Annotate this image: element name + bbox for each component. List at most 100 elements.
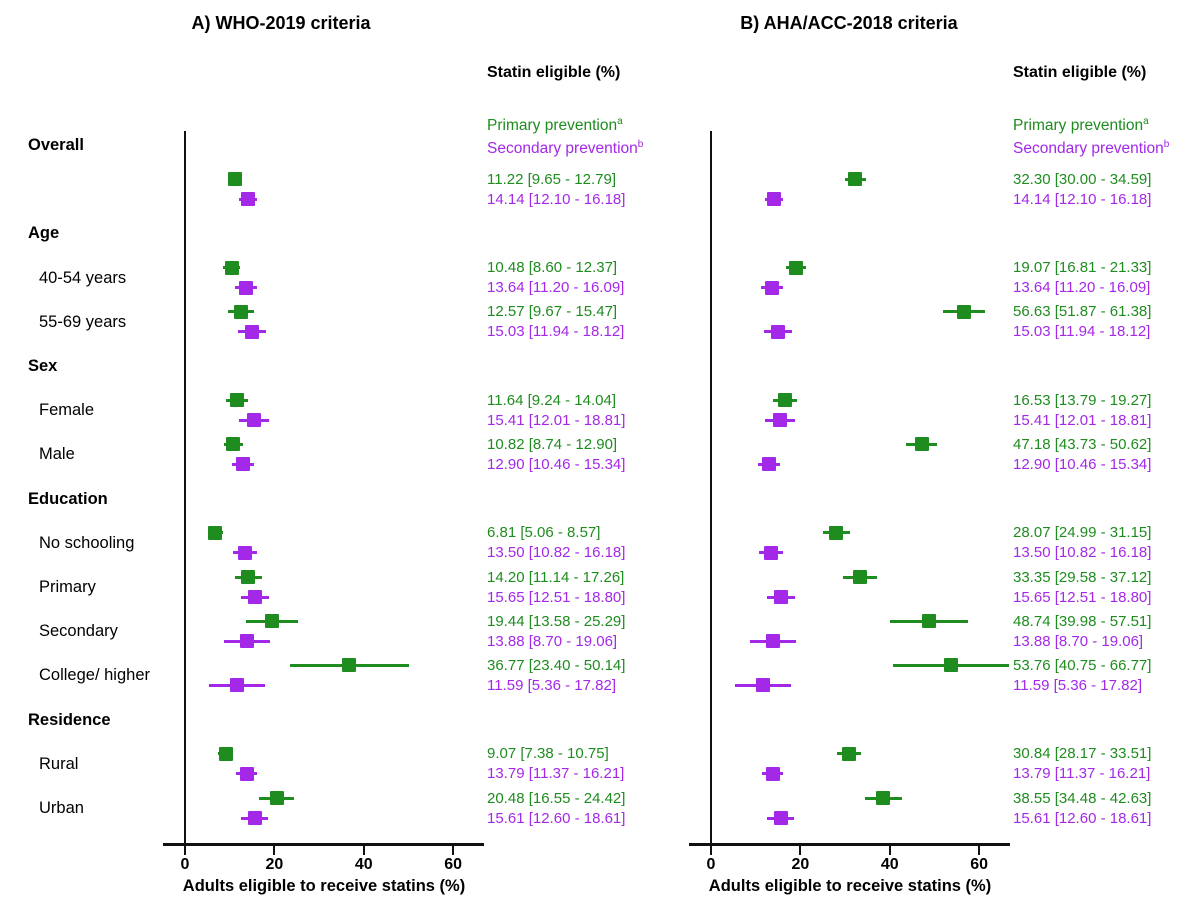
secondary-point-estimate xyxy=(229,678,244,693)
group-label: Age xyxy=(28,224,60,243)
row-label: Rural xyxy=(39,754,79,773)
legend-panel-b: Primary preventiona Secondary prevention… xyxy=(1013,112,1169,158)
primary-point-estimate xyxy=(921,614,936,629)
x-tick-label: 0 xyxy=(706,856,716,873)
statin-eligible-header-b: Statin eligible (%) xyxy=(1013,64,1147,81)
primary-point-estimate xyxy=(342,658,357,673)
primary-point-estimate xyxy=(848,172,863,187)
secondary-point-estimate xyxy=(773,811,788,825)
primary-point-estimate xyxy=(234,304,249,319)
primary-point-estimate xyxy=(829,525,844,540)
secondary-value-text: 14.14 [12.10 - 16.18] xyxy=(1013,190,1152,208)
group-label: Overall xyxy=(28,136,84,154)
primary-value-text: 19.07 [16.81 - 21.33] xyxy=(1013,259,1152,277)
legend-secondary-prevention: Secondary preventionb xyxy=(1013,139,1170,158)
primary-value-text: 19.44 [13.58 - 25.29] xyxy=(487,612,626,630)
secondary-point-estimate xyxy=(755,678,770,693)
x-tick xyxy=(710,846,712,855)
group-label: Education xyxy=(28,489,108,508)
secondary-value-text: 13.88 [8.70 - 19.06] xyxy=(487,632,618,650)
secondary-point-estimate xyxy=(773,590,788,604)
primary-value-text: 14.20 [11.14 - 17.26] xyxy=(487,568,625,586)
secondary-point-estimate xyxy=(764,545,779,560)
secondary-point-estimate xyxy=(246,413,261,428)
legend-primary-prevention: Primary preventiona xyxy=(1013,116,1149,135)
x-tick xyxy=(799,846,802,855)
secondary-value-text: 15.41 [12.01 - 18.81] xyxy=(487,411,626,429)
panel-a-title: A) WHO-2019 criteria xyxy=(191,13,371,33)
secondary-value-text: 14.14 [12.10 - 16.18] xyxy=(487,190,626,208)
secondary-point-estimate xyxy=(766,634,781,649)
primary-value-text: 32.30 [30.00 - 34.59] xyxy=(1013,170,1152,188)
row-label: College/ higher xyxy=(39,666,150,685)
secondary-value-text: 15.61 [12.60 - 18.61] xyxy=(487,809,626,827)
x-axis-line xyxy=(163,843,484,846)
secondary-value-text: 13.64 [11.20 - 16.09] xyxy=(487,279,625,297)
primary-point-estimate xyxy=(208,525,223,540)
primary-value-text: 11.22 [9.65 - 12.79] xyxy=(487,170,616,188)
secondary-point-estimate xyxy=(235,457,250,472)
primary-value-text: 9.07 [7.38 - 10.75] xyxy=(487,745,609,763)
secondary-value-text: 12.90 [10.46 - 15.34] xyxy=(487,455,626,473)
x-tick-label: 40 xyxy=(880,856,899,873)
primary-value-text: 53.76 [40.75 - 66.77] xyxy=(1013,656,1152,674)
primary-point-estimate xyxy=(224,260,239,275)
secondary-point-estimate xyxy=(771,324,786,339)
primary-point-estimate xyxy=(957,304,972,319)
secondary-value-text: 15.65 [12.51 - 18.80] xyxy=(1013,588,1152,606)
statin-eligible-header-a: Statin eligible (%) xyxy=(487,64,621,81)
secondary-point-estimate xyxy=(245,324,260,339)
primary-point-estimate xyxy=(230,393,245,408)
primary-point-estimate xyxy=(264,614,279,629)
primary-point-estimate xyxy=(228,172,243,187)
x-tick xyxy=(362,846,365,855)
row-label: Urban xyxy=(39,799,84,817)
secondary-point-estimate xyxy=(772,413,787,428)
secondary-point-estimate xyxy=(764,280,779,295)
x-tick xyxy=(452,846,455,855)
primary-value-text: 28.07 [24.99 - 31.15] xyxy=(1013,524,1152,542)
x-tick-label: 60 xyxy=(970,856,989,873)
secondary-value-text: 11.59 [5.36 - 17.82] xyxy=(1013,676,1142,694)
secondary-point-estimate xyxy=(767,192,782,207)
secondary-point-estimate xyxy=(238,280,253,295)
row-label: Male xyxy=(39,445,75,464)
legend-secondary-prevention: Secondary preventionb xyxy=(487,139,644,158)
x-tick-label: 0 xyxy=(180,856,190,873)
primary-value-text: 20.48 [16.55 - 24.42] xyxy=(487,789,626,807)
secondary-value-text: 13.50 [10.82 - 16.18] xyxy=(487,544,626,562)
x-tick-label: 40 xyxy=(354,856,373,873)
primary-value-text: 11.64 [9.24 - 14.04] xyxy=(487,391,616,409)
primary-value-text: 10.48 [8.60 - 12.37] xyxy=(487,259,618,277)
y-axis-line xyxy=(710,131,712,846)
x-tick-label: 20 xyxy=(265,856,284,873)
primary-value-text: 33.35 [29.58 - 37.12] xyxy=(1013,568,1152,586)
secondary-point-estimate xyxy=(247,811,262,825)
secondary-value-text: 13.50 [10.82 - 16.18] xyxy=(1013,544,1152,562)
primary-point-estimate xyxy=(944,658,959,673)
x-tick-label: 60 xyxy=(444,856,463,873)
row-label: No schooling xyxy=(39,533,135,552)
row-label: 55-69 years xyxy=(39,312,127,331)
secondary-point-estimate xyxy=(240,634,255,649)
secondary-point-estimate xyxy=(241,192,256,207)
row-label: Female xyxy=(39,401,95,420)
group-label: Sex xyxy=(28,357,58,375)
y-axis-line xyxy=(184,131,186,846)
secondary-point-estimate xyxy=(765,766,780,781)
secondary-value-text: 13.79 [11.37 - 16.21] xyxy=(1013,765,1151,783)
primary-point-estimate xyxy=(853,570,868,584)
secondary-value-text: 15.41 [12.01 - 18.81] xyxy=(1013,411,1152,429)
row-label: Primary xyxy=(39,578,96,596)
primary-value-text: 36.77 [23.40 - 50.14] xyxy=(487,656,626,674)
primary-point-estimate xyxy=(777,393,792,408)
secondary-value-text: 12.90 [10.46 - 15.34] xyxy=(1013,455,1152,473)
row-label: Secondary xyxy=(39,622,118,641)
primary-value-text: 6.81 [5.06 - 8.57] xyxy=(487,524,601,542)
primary-value-text: 48.74 [39.98 - 57.51] xyxy=(1013,612,1152,630)
x-tick xyxy=(978,846,981,855)
primary-value-text: 56.63 [51.87 - 61.38] xyxy=(1013,303,1152,321)
x-axis-line xyxy=(689,843,1010,846)
panel-b-title: B) AHA/ACC-2018 criteria xyxy=(740,13,958,33)
